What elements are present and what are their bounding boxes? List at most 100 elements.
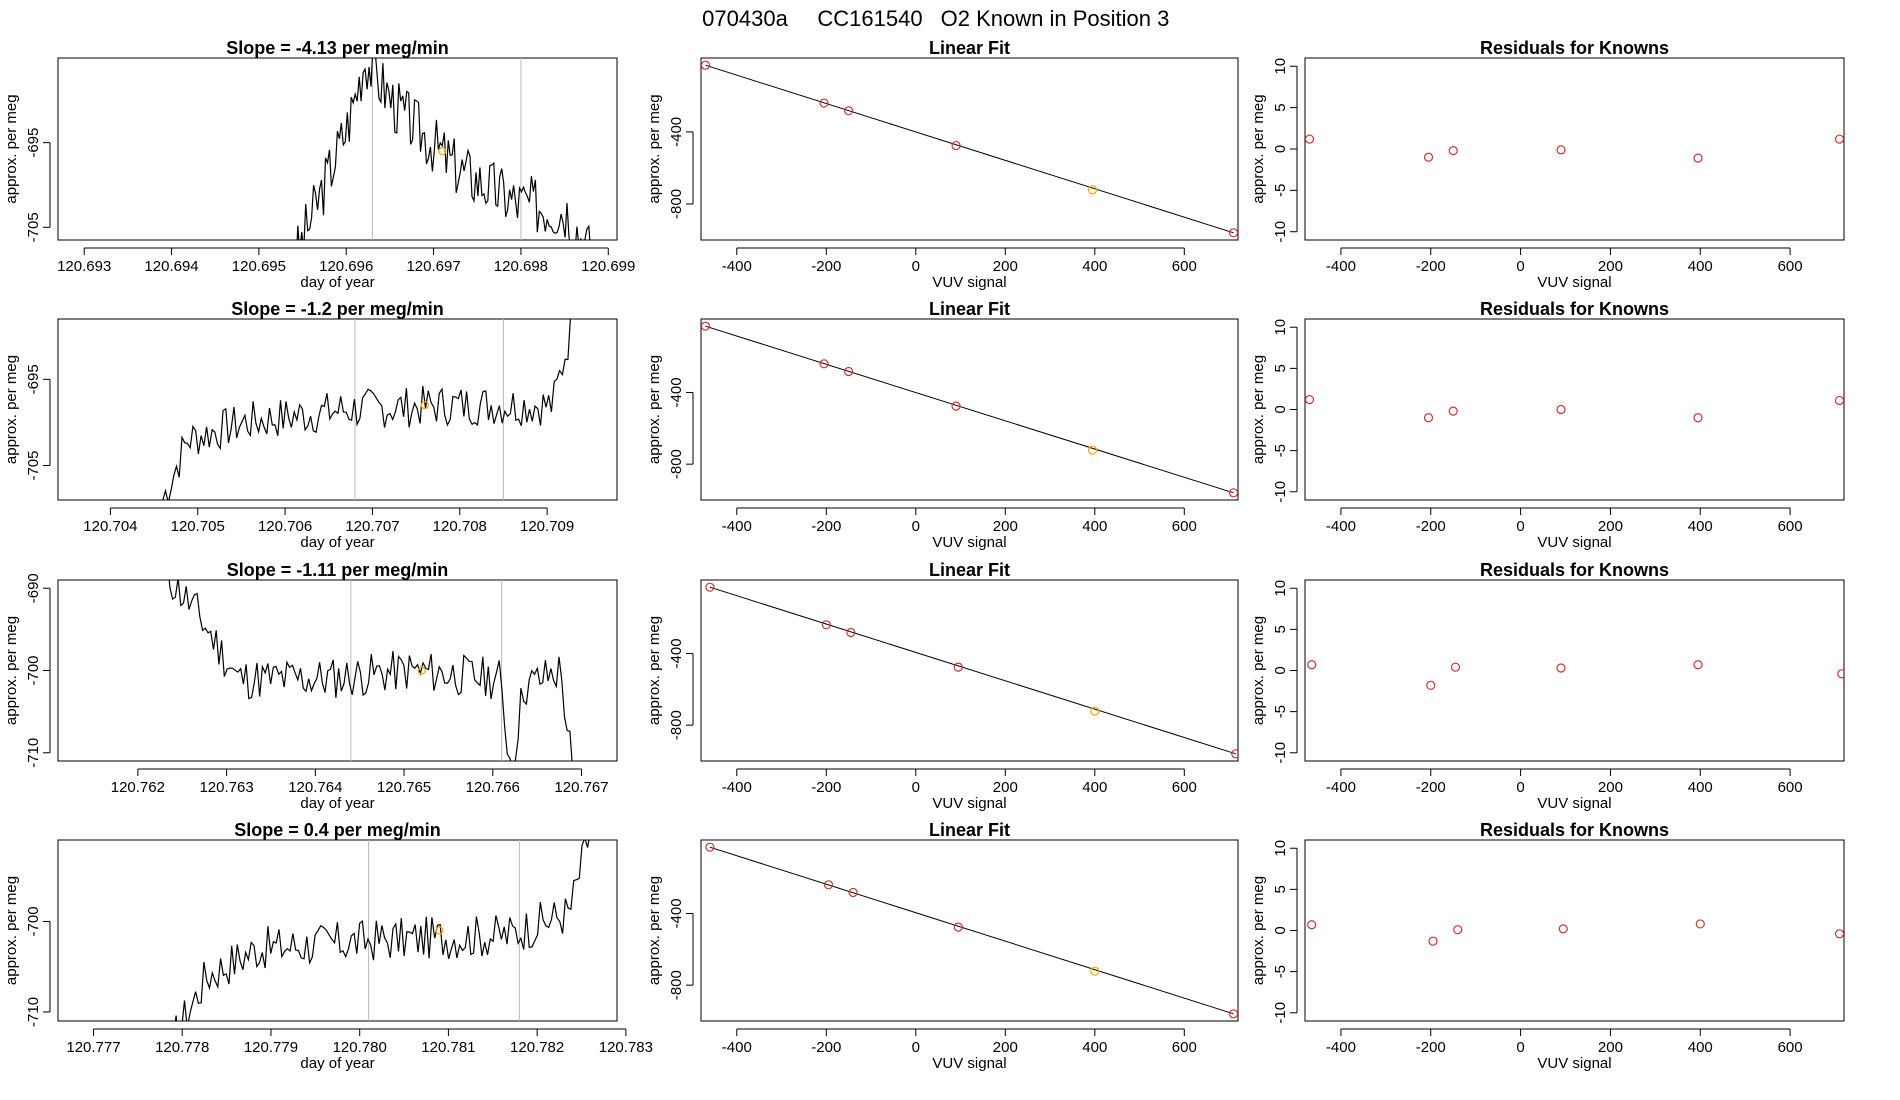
x-axis: -400 -200 0 200 400 600 VUV signal	[1326, 1028, 1803, 1072]
y-axis: -400 -800 approx. per meg	[646, 355, 694, 479]
plot-area	[705, 842, 1238, 1019]
x-tick-label: 200	[993, 258, 1018, 275]
x-axis: 120.777 120.778 120.779 120.780 120.781 120.7…	[66, 1028, 653, 1072]
panel-title: Linear Fit	[929, 299, 1010, 319]
header-run-id: 070430a	[702, 6, 788, 31]
known-point	[701, 321, 711, 331]
x-tick-label: 120.693	[57, 258, 111, 275]
y-tick-label: 10	[1272, 580, 1289, 597]
plot-frame	[57, 579, 618, 762]
plot-area	[701, 60, 1238, 238]
x-axis-label: day of year	[300, 795, 374, 812]
x-tick-label: 120.779	[244, 1039, 298, 1056]
y-tick-label: -705	[25, 212, 42, 242]
plot-area	[705, 582, 1238, 759]
x-axis: 120.693 120.694 120.695 120.696 120.697 120.6…	[57, 247, 635, 291]
known-point	[819, 359, 829, 369]
y-tick-label: -5	[1272, 444, 1289, 457]
y-tick-label: -400	[668, 638, 685, 668]
x-tick-label: 600	[1778, 258, 1803, 275]
y-tick-label: 5	[1272, 364, 1289, 372]
x-tick-label: -200	[1416, 1039, 1446, 1056]
x-axis: 120.704 120.705 120.706 120.707 120.708 120.7…	[83, 507, 574, 551]
x-tick-label: 120.709	[520, 518, 574, 535]
panel-residuals-row-1: Residuals for Knowns -400 -200 0 200 400 600 VU…	[1250, 299, 1845, 551]
fit-line	[709, 846, 1234, 1015]
x-tick-label: 0	[912, 779, 920, 796]
y-tick-label: 5	[1272, 885, 1289, 893]
plot-frame	[700, 839, 1239, 1022]
plot-area	[1307, 660, 1844, 690]
x-tick-label: 120.765	[377, 779, 431, 796]
signal-trace	[296, 58, 591, 240]
y-tick-label: 0	[1272, 145, 1289, 153]
x-tick-label: 0	[1516, 518, 1524, 535]
y-tick-label: -5	[1272, 184, 1289, 197]
y-axis-label: approx. per meg	[1250, 355, 1267, 464]
x-tick-label: 120.763	[199, 779, 253, 796]
residual-point	[1307, 920, 1317, 930]
x-axis: -400 -200 0 200 400 600 VUV signal	[722, 507, 1197, 551]
residual-point	[1453, 925, 1463, 935]
residual-point	[1693, 153, 1703, 163]
x-axis: -400 -200 0 200 400 600 VUV signal	[722, 768, 1197, 812]
known-point	[705, 842, 715, 852]
plot-frame	[700, 579, 1239, 762]
y-tick-label: -10	[1272, 221, 1289, 243]
y-axis-label: approx. per meg	[3, 616, 20, 725]
x-tick-label: 120.783	[599, 1039, 653, 1056]
x-tick-label: 120.696	[319, 258, 373, 275]
x-tick-label: 0	[912, 518, 920, 535]
x-tick-label: 120.706	[258, 518, 312, 535]
x-tick-label: 600	[1172, 779, 1197, 796]
y-tick-label: -695	[25, 364, 42, 394]
y-axis-label: approx. per meg	[1250, 94, 1267, 203]
x-tick-label: 120.698	[494, 258, 548, 275]
x-tick-label: -200	[1416, 518, 1446, 535]
y-tick-label: -710	[25, 738, 42, 768]
y-axis-label: approx. per meg	[3, 355, 20, 464]
plot-area	[1305, 395, 1844, 423]
fit-line	[705, 325, 1234, 494]
known-point	[1228, 488, 1238, 498]
x-tick-label: 120.778	[155, 1039, 209, 1056]
x-tick-label: 120.697	[406, 258, 460, 275]
residual-point	[1423, 152, 1434, 162]
known-point	[701, 60, 711, 70]
y-tick-label: -710	[25, 997, 42, 1027]
sample-point	[1087, 445, 1098, 455]
x-axis-label: VUV signal	[1537, 795, 1611, 812]
figure-header: 070430a CC161540 O2 Known in Position 3	[702, 6, 1169, 31]
plot-frame	[1304, 839, 1845, 1022]
plot-frame	[700, 57, 1239, 241]
x-tick-label: -200	[811, 779, 841, 796]
x-tick-label: 200	[993, 518, 1018, 535]
y-tick-label: -800	[668, 189, 685, 219]
x-tick-label: 120.764	[288, 779, 342, 796]
sample-point	[1090, 706, 1100, 716]
fit-line	[709, 586, 1236, 755]
y-axis: -705 -695 approx. per meg	[3, 355, 51, 481]
y-tick-label: 5	[1272, 625, 1289, 633]
x-tick-label: 120.781	[421, 1039, 475, 1056]
x-tick-label: 200	[1598, 518, 1623, 535]
x-axis: -400 -200 0 200 400 600 VUV signal	[722, 1028, 1197, 1072]
x-tick-label: 0	[912, 258, 920, 275]
panel-title: Residuals for Knowns	[1480, 38, 1669, 58]
y-tick-label: -10	[1272, 742, 1289, 764]
y-tick-label: -5	[1272, 705, 1289, 718]
x-axis: -400 -200 0 200 400 600 VUV signal	[1326, 507, 1803, 551]
y-axis: -10 -5 0 5 10 approx. per meg	[1250, 840, 1298, 1024]
x-tick-label: 400	[1082, 258, 1107, 275]
residual-point	[1305, 395, 1315, 405]
residual-point	[1556, 145, 1566, 155]
plot-area	[174, 840, 590, 1021]
plot-area	[162, 319, 574, 500]
x-tick-label: 0	[1516, 779, 1524, 796]
residual-point	[1693, 660, 1703, 670]
plot-area	[1305, 134, 1844, 163]
panel-title: Residuals for Knowns	[1480, 299, 1669, 319]
